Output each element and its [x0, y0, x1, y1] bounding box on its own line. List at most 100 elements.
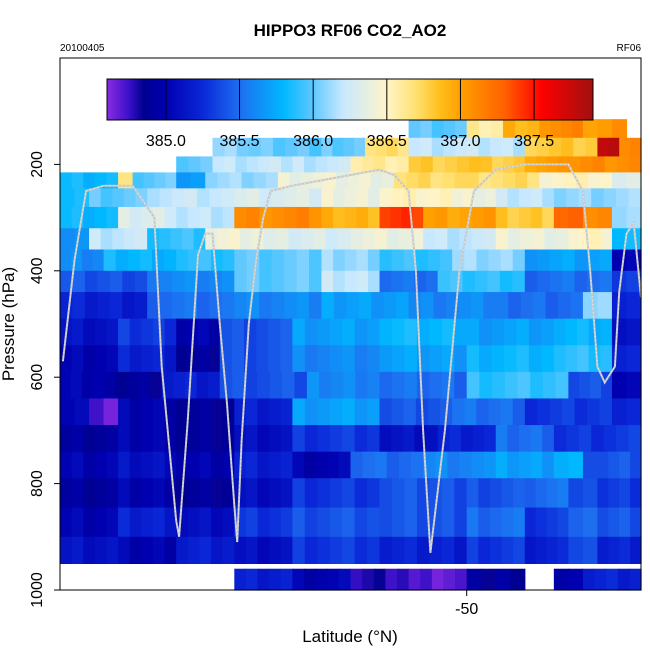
- heatmap-cell: [196, 292, 210, 320]
- heatmap-cell: [158, 228, 171, 251]
- heatmap-cell: [402, 425, 416, 453]
- heatmap-cell: [72, 270, 86, 293]
- heatmap-cell: [109, 292, 123, 320]
- heatmap-cell: [447, 451, 461, 479]
- heatmap-cell: [245, 507, 259, 538]
- heatmap-cell: [190, 172, 206, 189]
- heatmap-cell: [427, 188, 441, 208]
- heatmap-cell: [396, 568, 410, 591]
- heatmap-cell: [582, 451, 599, 479]
- heatmap-cell: [432, 156, 446, 173]
- heatmap-cell: [626, 345, 642, 373]
- heatmap-cell: [454, 318, 468, 346]
- heatmap-cell: [566, 425, 580, 453]
- heatmap-cell: [504, 345, 518, 373]
- heatmap-cell: [294, 371, 308, 400]
- heatmap-cell: [518, 425, 532, 453]
- heatmap-cell: [601, 371, 613, 400]
- heatmap-cell: [367, 188, 381, 208]
- heatmap-cell: [513, 478, 526, 509]
- heatmap-cell: [404, 478, 418, 509]
- heatmap-cell: [544, 228, 557, 251]
- heatmap-cell: [396, 292, 410, 320]
- heatmap-cell: [466, 345, 480, 373]
- heatmap-cell: [541, 345, 555, 373]
- heatmap-cell: [401, 206, 413, 229]
- heatmap-cell: [541, 318, 555, 346]
- heatmap-cell: [433, 292, 447, 320]
- y-tick-label: 600: [29, 364, 46, 391]
- heatmap-cell: [549, 398, 563, 426]
- heatmap-cell: [60, 188, 76, 208]
- heatmap-cell: [176, 536, 189, 564]
- heatmap-cell: [143, 172, 156, 189]
- heatmap-cell: [396, 156, 410, 173]
- heatmap-cell: [164, 398, 177, 426]
- heatmap-cell: [568, 478, 584, 509]
- heatmap-cell: [528, 345, 542, 373]
- heatmap-cell: [382, 172, 395, 189]
- heatmap-cell: [466, 119, 480, 139]
- y-tick-label: 400: [29, 257, 46, 284]
- heatmap-cell: [404, 318, 418, 346]
- heatmap-cell: [164, 345, 177, 373]
- heatmap-cell: [297, 137, 310, 158]
- heatmap-cell: [568, 228, 580, 251]
- heatmap-cell: [545, 292, 559, 320]
- heatmap-cell: [269, 507, 282, 538]
- heatmap-cell: [611, 371, 628, 400]
- heatmap-cell: [221, 270, 235, 293]
- heatmap-cell: [284, 249, 298, 272]
- heatmap-cell: [112, 188, 125, 208]
- heatmap-cell: [327, 156, 340, 173]
- heatmap-cell: [500, 249, 514, 272]
- heatmap-cell: [512, 270, 526, 293]
- heatmap-cell: [537, 270, 551, 293]
- heatmap-cell: [141, 507, 154, 538]
- heatmap-cell: [164, 249, 177, 272]
- heatmap-cell: [568, 568, 584, 591]
- heatmap-cell: [280, 536, 293, 564]
- heatmap-cell: [597, 451, 609, 479]
- heatmap-cell: [542, 206, 555, 229]
- heatmap-cell: [539, 172, 553, 189]
- heatmap-cell: [460, 425, 474, 453]
- heatmap-cell: [118, 451, 131, 479]
- heatmap-cell: [591, 425, 605, 453]
- heatmap-cell: [527, 119, 540, 139]
- heatmap-cell: [628, 425, 642, 453]
- heatmap-cell: [603, 425, 617, 453]
- heatmap-cell: [300, 228, 314, 251]
- x-axis-label: Latitude (°N): [302, 627, 398, 646]
- heatmap-cell: [619, 536, 631, 564]
- heatmap-cell: [628, 156, 642, 173]
- heatmap-cell: [420, 568, 433, 591]
- heatmap-cell: [199, 425, 212, 453]
- heatmap-cell: [257, 371, 271, 400]
- heatmap-cell: [356, 249, 369, 272]
- heatmap-cell: [309, 206, 323, 229]
- heatmap-cell: [152, 206, 166, 229]
- colorbar-tick-label: 387.0: [440, 133, 480, 150]
- heatmap-cell: [129, 507, 142, 538]
- heatmap-cell: [196, 371, 209, 400]
- heatmap-cell: [273, 137, 286, 158]
- heatmap-cell: [507, 228, 521, 251]
- heatmap-cell: [390, 206, 402, 229]
- heatmap-cell: [60, 371, 72, 400]
- heatmap-cell: [608, 507, 620, 538]
- heatmap-cell: [350, 156, 363, 173]
- heatmap-cell: [431, 137, 445, 158]
- heatmap-cell: [317, 398, 331, 426]
- heatmap-cell: [553, 425, 567, 453]
- heatmap-cell: [542, 371, 557, 400]
- heatmap-cell: [199, 507, 212, 538]
- heatmap-cell: [568, 536, 584, 564]
- heatmap-cell: [524, 478, 537, 509]
- heatmap-cell: [329, 345, 343, 373]
- heatmap-cell: [611, 318, 628, 346]
- heatmap-cell: [280, 425, 293, 453]
- heatmap-cell: [176, 206, 189, 229]
- heatmap-cell: [245, 568, 259, 591]
- heatmap-cell: [257, 536, 270, 564]
